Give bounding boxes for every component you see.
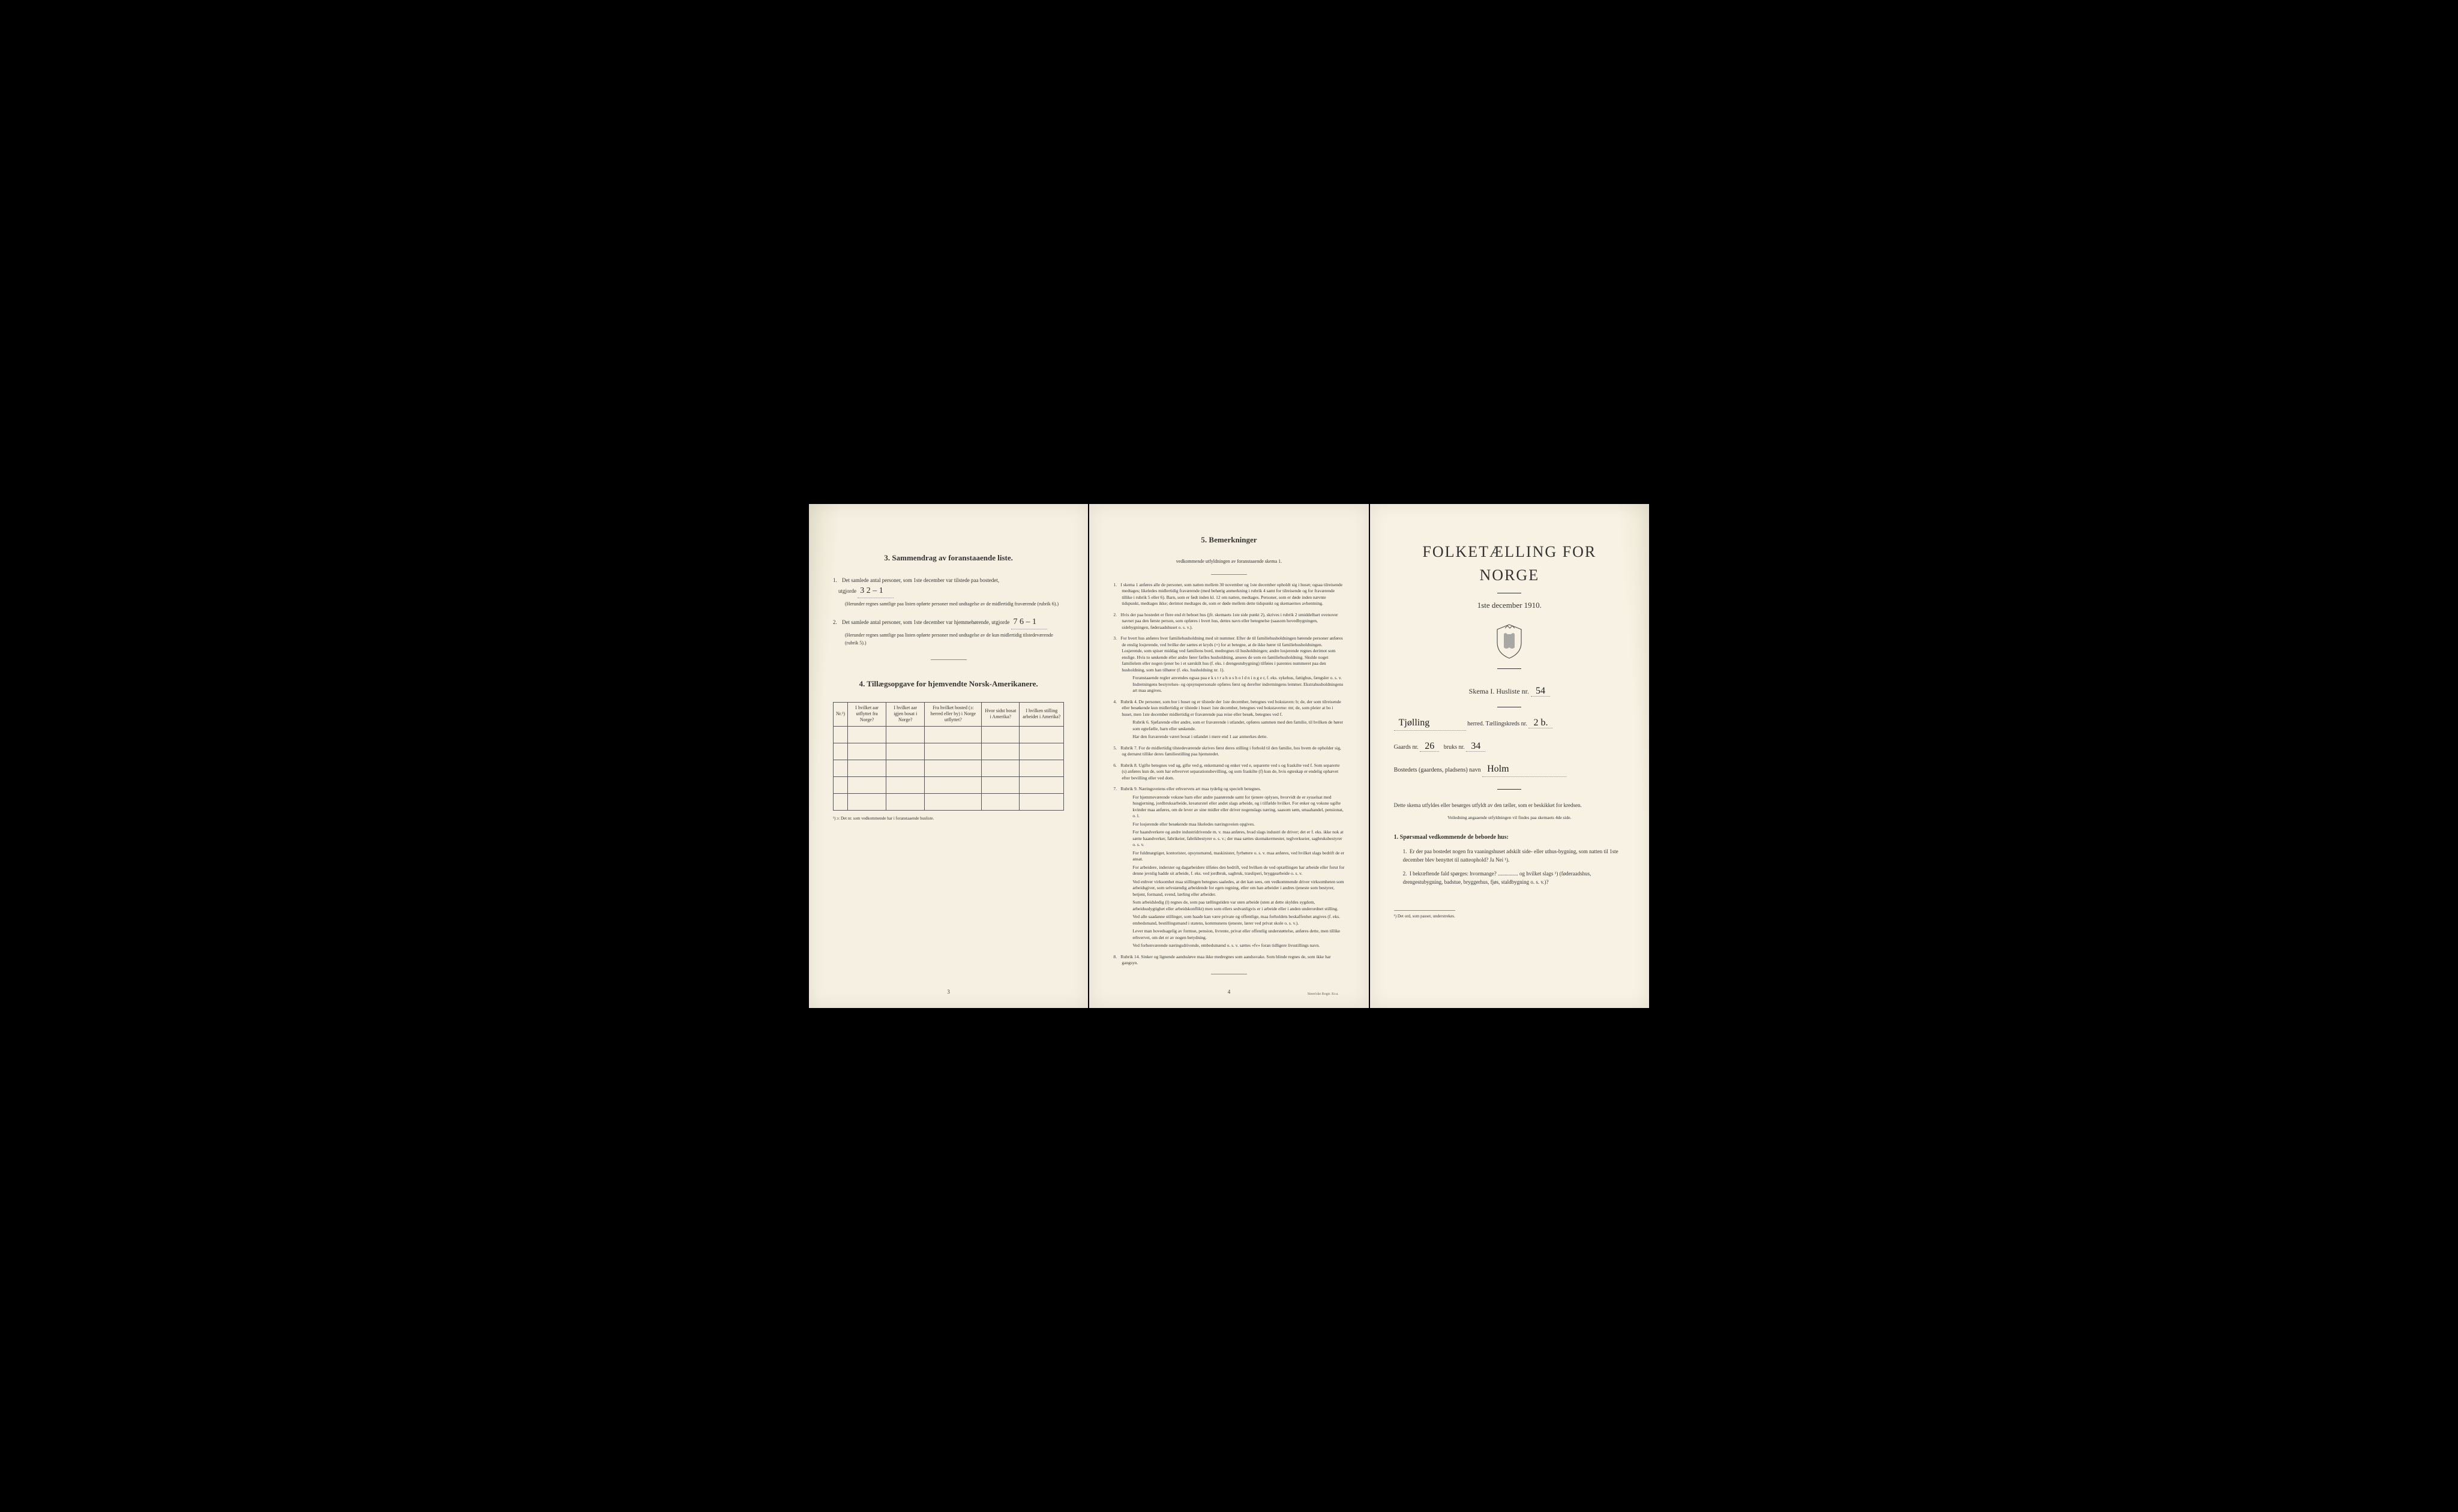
remark-item: 3.For hvert hus anføres hver familiehush… bbox=[1113, 635, 1344, 694]
table-footnote: ¹) ɔ: Det nr. som vedkommende har i fora… bbox=[833, 815, 1064, 822]
page-right: FOLKETÆLLING FOR NORGE 1ste december 191… bbox=[1370, 504, 1649, 1008]
gaards-line: Gaards nr. 26 bruks nr. 34 bbox=[1394, 739, 1625, 754]
question-list: 1. Er der paa bostedet nogen fra vaaning… bbox=[1403, 848, 1625, 886]
table-header: I hvilket aar igjen bosat i Norge? bbox=[886, 702, 925, 726]
table-header: Hvor sidst bosat i Amerika? bbox=[982, 702, 1020, 726]
divider bbox=[931, 659, 967, 660]
emigrant-table: Nr.¹)I hvilket aar utflyttet fra Norge?I… bbox=[833, 702, 1064, 811]
remark-sub: Ved enhver virksomhet maa stillingen bet… bbox=[1122, 879, 1344, 898]
table-header: Fra hvilket bosted (ɔ: herred eller by) … bbox=[925, 702, 982, 726]
remark-item: 4.Rubrik 4. De personer, som bor i huset… bbox=[1113, 699, 1344, 740]
remarks-list: 1.I skema 1 anføres alle de personer, so… bbox=[1113, 582, 1344, 967]
item2-note: (Herunder regnes samtlige paa listen opf… bbox=[845, 632, 1064, 647]
table-row bbox=[834, 760, 1064, 776]
summary-item-1: 1.Det samlede antal personer, som 1ste d… bbox=[833, 576, 1064, 609]
page-number: 4 bbox=[1228, 988, 1231, 997]
skema-label: Skema I. Husliste nr. bbox=[1469, 687, 1529, 695]
remark-sub: For losjerende eller besøkende maa likel… bbox=[1122, 821, 1344, 828]
item1-value: 3 2 – 1 bbox=[858, 584, 894, 598]
section4-title: 4. Tillægsopgave for hjemvendte Norsk-Am… bbox=[833, 678, 1064, 690]
remarks-subtitle: vedkommende utfyldningen av foranstaaend… bbox=[1113, 558, 1344, 565]
bruks-label: bruks nr. bbox=[1444, 744, 1465, 751]
remark-sub: For haandverkere og andre industridriven… bbox=[1122, 829, 1344, 848]
item1-label: utgjorde bbox=[838, 588, 856, 594]
main-title: FOLKETÆLLING FOR NORGE bbox=[1394, 540, 1625, 587]
remark-sub: Som arbeidsledig (l) regnes de, som paa … bbox=[1122, 899, 1344, 912]
instruction: Dette skema utfyldes eller besørges utfy… bbox=[1394, 802, 1625, 810]
question-1: 1. Er der paa bostedet nogen fra vaaning… bbox=[1403, 848, 1625, 864]
gaards-label: Gaards nr. bbox=[1394, 744, 1419, 751]
table-header: Nr.¹) bbox=[834, 702, 848, 726]
remark-item: 8.Rubrik 14. Sinker og lignende aandsslø… bbox=[1113, 954, 1344, 967]
rule bbox=[1497, 789, 1521, 790]
document-spread: 3. Sammendrag av foranstaaende liste. 1.… bbox=[809, 504, 1649, 1008]
table-header: I hvilket aar utflyttet fra Norge? bbox=[848, 702, 886, 726]
table-row bbox=[834, 776, 1064, 793]
q-header: 1. Spørsmaal vedkommende de beboede hus: bbox=[1394, 833, 1625, 842]
question-2: 2. I bekræftende fald spørges: hvormange… bbox=[1403, 870, 1625, 886]
bosted-label: Bostedets (gaardens, pladsens) navn bbox=[1394, 767, 1481, 773]
table-header: I hvilken stilling arbeidet i Amerika? bbox=[1020, 702, 1064, 726]
summary-item-2: 2.Det samlede antal personer, som 1ste d… bbox=[833, 616, 1064, 647]
herred-label: herred. Tællingskreds nr. bbox=[1467, 721, 1527, 727]
date-line: 1ste december 1910. bbox=[1394, 599, 1625, 611]
page-middle: 5. Bemerkninger vedkommende utfyldningen… bbox=[1089, 504, 1368, 1008]
remark-sub: Foranstaaende regler anvendes ogsaa paa … bbox=[1122, 675, 1344, 694]
herred-value: Tjølling bbox=[1394, 716, 1466, 731]
remark-item: 1.I skema 1 anføres alle de personer, so… bbox=[1113, 582, 1344, 607]
table-row bbox=[834, 743, 1064, 760]
divider bbox=[1211, 574, 1247, 575]
section3-title: 3. Sammendrag av foranstaaende liste. bbox=[833, 552, 1064, 564]
remark-sub: Ved forhenværende næringsdrivende, embed… bbox=[1122, 943, 1344, 949]
remark-item: 5.Rubrik 7. For de midlertidig tilstedev… bbox=[1113, 745, 1344, 758]
remark-sub: Rubrik 6. Sjøfarende eller andre, som er… bbox=[1122, 719, 1344, 732]
remark-item: 2.Hvis der paa bostedet er flere end ét … bbox=[1113, 612, 1344, 631]
remarks-title: 5. Bemerkninger bbox=[1113, 534, 1344, 546]
item1-text: Det samlede antal personer, som 1ste dec… bbox=[842, 577, 999, 583]
coat-of-arms-icon bbox=[1494, 623, 1524, 659]
bosted-value: Holm bbox=[1482, 762, 1566, 777]
footnote: ¹) Det ord, som passer, understrekes. bbox=[1394, 910, 1455, 920]
remark-sub: For hjemmeværende voksne barn eller andr… bbox=[1122, 794, 1344, 820]
gaards-nr: 26 bbox=[1420, 741, 1439, 752]
remark-sub: Ved alle saadanne stillinger, som baade … bbox=[1122, 914, 1344, 926]
remark-sub: Lever man hovedsagelig av formue, pensio… bbox=[1122, 928, 1344, 941]
page-left: 3. Sammendrag av foranstaaende liste. 1.… bbox=[809, 504, 1088, 1008]
item2-value: 7 6 – 1 bbox=[1011, 616, 1047, 629]
husliste-nr: 54 bbox=[1531, 686, 1550, 697]
instruction-sub: Veiledning angaaende utfyldningen vil fi… bbox=[1394, 814, 1625, 821]
table-row bbox=[834, 793, 1064, 810]
bosted-line: Bostedets (gaardens, pladsens) navn Holm bbox=[1394, 762, 1625, 777]
item2-text: Det samlede antal personer, som 1ste dec… bbox=[842, 619, 1009, 625]
remark-sub: For fuldmægtiger, kontorister, opsynsmæn… bbox=[1122, 850, 1344, 863]
printer-mark: Steen'ske Bogtr. Kr.a. bbox=[1308, 992, 1339, 997]
table-row bbox=[834, 726, 1064, 743]
kreds-nr: 2 b. bbox=[1528, 718, 1552, 728]
remark-item: 7.Rubrik 9. Næringsveiens eller erhverve… bbox=[1113, 786, 1344, 949]
item1-note: (Herunder regnes samtlige paa listen opf… bbox=[845, 601, 1064, 608]
remark-sub: Har den fraværende været bosat i utlande… bbox=[1122, 734, 1344, 740]
rule bbox=[1497, 668, 1521, 669]
page-number: 3 bbox=[947, 988, 950, 997]
skema-line: Skema I. Husliste nr. 54 bbox=[1394, 684, 1625, 698]
remark-sub: For arbeidere, inderster og dagarbeidere… bbox=[1122, 865, 1344, 877]
remark-item: 6.Rubrik 8. Ugifte betegnes ved ug, gift… bbox=[1113, 763, 1344, 782]
bruks-nr: 34 bbox=[1466, 741, 1485, 752]
herred-line: Tjølling herred. Tællingskreds nr. 2 b. bbox=[1394, 716, 1625, 731]
